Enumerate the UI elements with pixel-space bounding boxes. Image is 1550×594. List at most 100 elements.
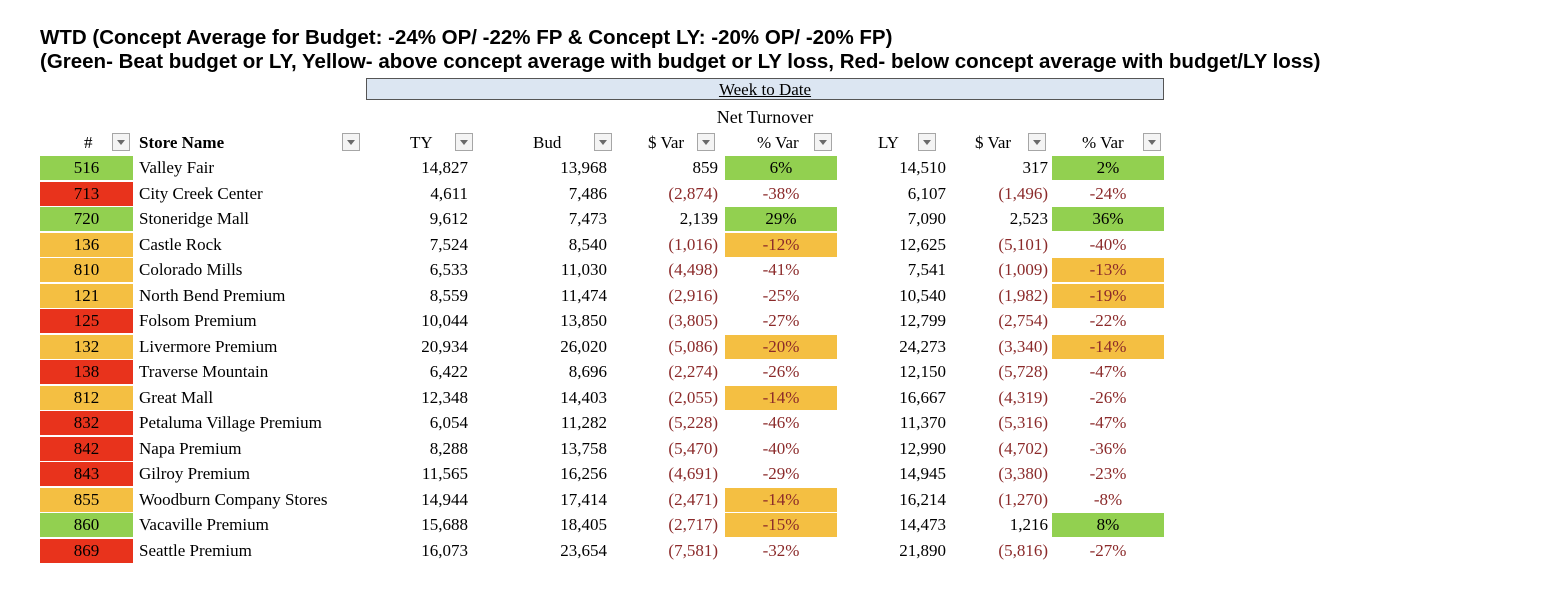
budget-cell[interactable]: 14,403 xyxy=(560,387,607,407)
filter-dropdown-ly-pct-icon[interactable] xyxy=(1143,133,1161,151)
ly-pct-var-cell[interactable]: -22% xyxy=(1089,311,1127,330)
budget-pct-var-cell[interactable]: -41% xyxy=(762,260,800,279)
ly-pct-var-cell[interactable]: -36% xyxy=(1089,438,1127,458)
ly-dollar-var-cell[interactable]: (1,982) xyxy=(998,285,1048,305)
store-name-cell[interactable]: Petaluma Village Premium xyxy=(139,413,322,432)
ty-cell[interactable]: 6,054 xyxy=(429,413,468,432)
ly-dollar-var-cell[interactable]: 317 xyxy=(1022,158,1049,177)
ly-cell[interactable]: 7,090 xyxy=(907,209,946,228)
store-name-cell[interactable]: Folsom Premium xyxy=(139,311,257,330)
ly-dollar-var-cell[interactable]: (5,728) xyxy=(998,362,1048,381)
store-number-cell[interactable]: 843 xyxy=(40,462,133,486)
store-name-cell[interactable]: Vacaville Premium xyxy=(139,515,269,534)
budget-pct-var-cell[interactable]: -29% xyxy=(762,464,800,483)
store-name-cell[interactable]: Great Mall xyxy=(139,387,214,407)
ly-dollar-var-cell[interactable]: 1,216 xyxy=(1009,515,1048,534)
budget-dollar-var-cell[interactable]: (5,228) xyxy=(668,413,718,432)
budget-pct-var-cell[interactable]: -14% xyxy=(725,487,837,512)
ly-cell[interactable]: 21,890 xyxy=(899,540,946,560)
store-number-cell[interactable]: 832 xyxy=(40,411,133,435)
ly-cell[interactable]: 12,990 xyxy=(899,438,946,458)
budget-dollar-var-cell[interactable]: 859 xyxy=(692,158,719,177)
ly-dollar-var-cell[interactable]: (3,340) xyxy=(998,336,1048,356)
budget-pct-var-cell[interactable]: -27% xyxy=(762,311,800,330)
budget-cell[interactable]: 16,256 xyxy=(560,464,607,483)
budget-dollar-var-cell[interactable]: (5,470) xyxy=(668,438,718,458)
filter-dropdown-ty-icon[interactable] xyxy=(455,133,473,151)
ly-dollar-var-cell[interactable]: (5,816) xyxy=(998,540,1048,560)
ty-cell[interactable]: 8,559 xyxy=(429,285,468,305)
budget-cell[interactable]: 13,968 xyxy=(560,158,607,177)
store-name-cell[interactable]: City Creek Center xyxy=(139,183,263,203)
ly-pct-var-cell[interactable]: -8% xyxy=(1093,489,1123,509)
store-number-cell[interactable]: 720 xyxy=(40,207,133,231)
store-name-cell[interactable]: Livermore Premium xyxy=(139,336,278,356)
store-name-cell[interactable]: Napa Premium xyxy=(139,438,242,458)
ly-dollar-var-cell[interactable]: (3,380) xyxy=(998,464,1048,483)
store-name-cell[interactable]: Castle Rock xyxy=(139,234,222,254)
budget-dollar-var-cell[interactable]: (2,055) xyxy=(668,387,718,407)
ly-pct-var-cell[interactable]: -27% xyxy=(1089,540,1127,560)
ly-pct-var-cell[interactable]: 36% xyxy=(1052,207,1164,231)
store-number-cell[interactable]: 860 xyxy=(40,513,133,537)
ty-cell[interactable]: 14,944 xyxy=(421,489,468,509)
ly-pct-var-cell[interactable]: -26% xyxy=(1089,387,1127,407)
ly-cell[interactable]: 6,107 xyxy=(907,183,946,203)
ly-dollar-var-cell[interactable]: (1,009) xyxy=(998,260,1048,279)
ly-pct-var-cell[interactable]: -47% xyxy=(1089,413,1127,432)
ly-dollar-var-cell[interactable]: (1,496) xyxy=(998,183,1048,203)
ly-cell[interactable]: 11,370 xyxy=(899,413,946,432)
budget-dollar-var-cell[interactable]: (7,581) xyxy=(668,540,718,560)
budget-pct-var-cell[interactable]: 29% xyxy=(725,207,837,231)
ly-dollar-var-cell[interactable]: (5,101) xyxy=(998,234,1048,254)
ly-dollar-var-cell[interactable]: 2,523 xyxy=(1009,209,1048,228)
store-number-cell[interactable]: 810 xyxy=(40,258,133,282)
ly-pct-var-cell[interactable]: 2% xyxy=(1052,156,1164,180)
budget-pct-var-cell[interactable]: -14% xyxy=(725,385,837,410)
budget-cell[interactable]: 11,474 xyxy=(560,285,607,305)
ly-cell[interactable]: 10,540 xyxy=(899,285,946,305)
budget-pct-var-cell[interactable]: -12% xyxy=(725,232,837,257)
ly-pct-var-cell[interactable]: -40% xyxy=(1089,234,1127,254)
budget-cell[interactable]: 13,758 xyxy=(560,438,607,458)
budget-cell[interactable]: 11,282 xyxy=(560,413,607,432)
ly-cell[interactable]: 16,667 xyxy=(899,387,946,407)
ly-dollar-var-cell[interactable]: (1,270) xyxy=(998,489,1048,509)
budget-dollar-var-cell[interactable]: (2,717) xyxy=(668,515,718,534)
ly-cell[interactable]: 7,541 xyxy=(907,260,946,279)
ly-pct-var-cell[interactable]: -47% xyxy=(1089,362,1127,381)
filter-dropdown-bud-var-icon[interactable] xyxy=(697,133,715,151)
ty-cell[interactable]: 11,565 xyxy=(421,464,468,483)
budget-cell[interactable]: 8,540 xyxy=(568,234,607,254)
ly-cell[interactable]: 24,273 xyxy=(899,336,946,356)
filter-dropdown-store-icon[interactable] xyxy=(342,133,360,151)
filter-dropdown-ly-var-icon[interactable] xyxy=(1028,133,1046,151)
store-name-cell[interactable]: Stoneridge Mall xyxy=(139,209,250,228)
budget-dollar-var-cell[interactable]: (2,471) xyxy=(668,489,718,509)
budget-dollar-var-cell[interactable]: (2,916) xyxy=(668,285,718,305)
store-number-cell[interactable]: 869 xyxy=(40,538,133,563)
ly-pct-var-cell[interactable]: -24% xyxy=(1089,183,1127,203)
ly-dollar-var-cell[interactable]: (5,316) xyxy=(998,413,1048,432)
ly-pct-var-cell[interactable]: -19% xyxy=(1052,283,1164,308)
budget-dollar-var-cell[interactable]: (2,874) xyxy=(668,183,718,203)
filter-dropdown-bud-pct-icon[interactable] xyxy=(814,133,832,151)
budget-dollar-var-cell[interactable]: (1,016) xyxy=(668,234,718,254)
budget-pct-var-cell[interactable]: -32% xyxy=(762,540,800,560)
budget-pct-var-cell[interactable]: -26% xyxy=(762,362,800,381)
ly-cell[interactable]: 14,945 xyxy=(899,464,946,483)
budget-pct-var-cell[interactable]: -46% xyxy=(762,413,800,432)
filter-dropdown-bud-icon[interactable] xyxy=(594,133,612,151)
store-name-cell[interactable]: Valley Fair xyxy=(139,158,215,177)
ty-cell[interactable]: 10,044 xyxy=(421,311,468,330)
budget-pct-var-cell[interactable]: -40% xyxy=(762,438,800,458)
budget-pct-var-cell[interactable]: -15% xyxy=(725,513,837,537)
budget-cell[interactable]: 8,696 xyxy=(568,362,607,381)
ly-pct-var-cell[interactable]: -14% xyxy=(1052,334,1164,359)
store-name-cell[interactable]: Seattle Premium xyxy=(139,540,252,560)
ly-cell[interactable]: 14,510 xyxy=(899,158,946,177)
store-number-cell[interactable]: 516 xyxy=(40,156,133,180)
ly-cell[interactable]: 14,473 xyxy=(899,515,946,534)
store-number-cell[interactable]: 125 xyxy=(40,309,133,333)
ly-dollar-var-cell[interactable]: (2,754) xyxy=(998,311,1048,330)
